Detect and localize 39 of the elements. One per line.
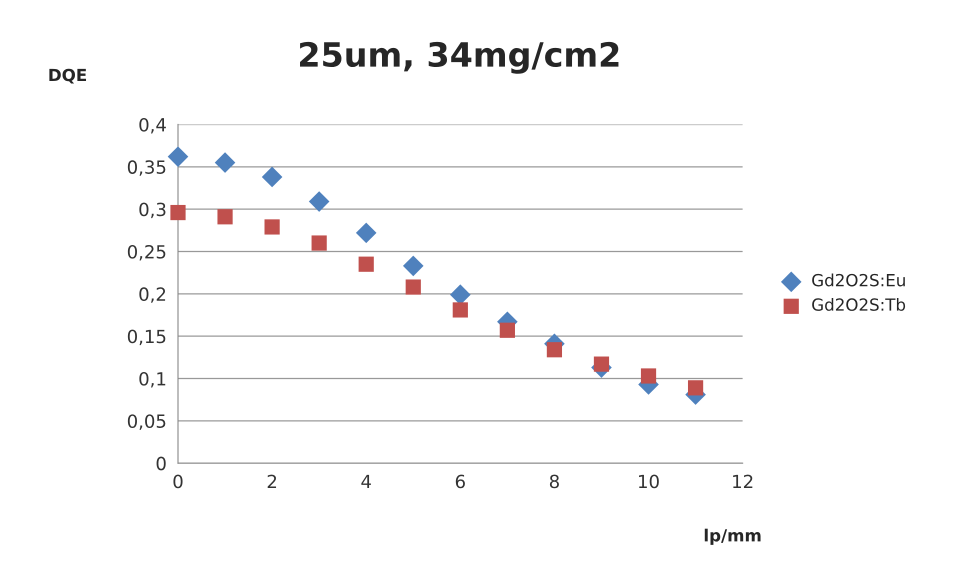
point	[406, 279, 421, 295]
point	[688, 380, 704, 396]
x-tick-label: 6	[456, 474, 465, 488]
y-tick-label: 0	[156, 456, 166, 470]
legend-label: Gd2O2S:Tb	[812, 298, 906, 311]
point	[546, 342, 562, 358]
point	[594, 356, 610, 372]
x-tick-label: 2	[268, 474, 276, 488]
y-tick-label: 0,2	[139, 287, 166, 303]
point	[500, 322, 515, 338]
point	[452, 302, 468, 318]
point	[308, 191, 330, 212]
x-axis-title: lp/mm	[704, 528, 761, 545]
x-tick-label: 12	[733, 474, 752, 488]
x-tick-label: 4	[361, 474, 371, 488]
point	[640, 368, 656, 384]
x-tick-label: 10	[639, 474, 659, 488]
y-axis-title: DQE	[49, 68, 86, 84]
point	[264, 219, 280, 235]
point	[170, 204, 186, 220]
y-tick-label: 0,3	[139, 202, 166, 218]
x-tick-label: 0	[173, 474, 183, 488]
point	[168, 146, 188, 167]
x-tick-label: 8	[550, 474, 559, 488]
point	[356, 222, 377, 244]
y-tick-label: 0,1	[139, 372, 166, 388]
chart-title: 25um, 34mg/cm2	[300, 42, 618, 74]
legend-label: Gd2O2S:Eu	[812, 274, 905, 286]
point	[312, 235, 327, 251]
y-tick-label: 0,4	[139, 118, 166, 134]
point	[262, 166, 282, 188]
y-tick-label: 0,15	[128, 330, 166, 346]
y-tick-label: 0,35	[128, 160, 166, 176]
point	[402, 256, 424, 276]
y-tick-label: 0,05	[128, 414, 166, 430]
y-tick-label: 0,25	[128, 244, 166, 260]
point	[217, 209, 233, 224]
point	[358, 256, 374, 272]
point	[214, 152, 236, 173]
